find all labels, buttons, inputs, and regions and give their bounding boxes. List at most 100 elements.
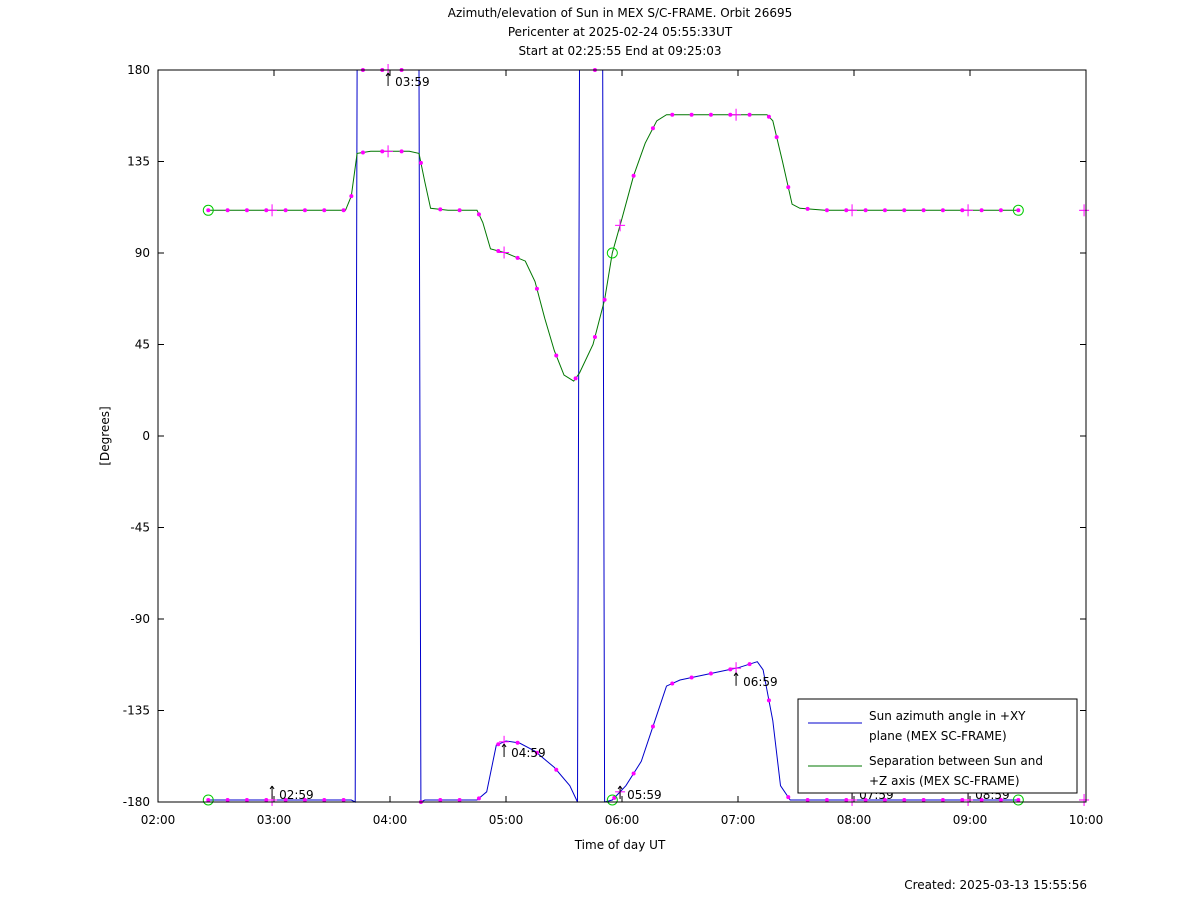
data-point-marker: [998, 797, 1003, 802]
plot-frame: [157, 69, 1087, 803]
data-point-marker: [979, 797, 984, 802]
annotation-label: 06:59: [743, 675, 778, 689]
data-point-marker: [670, 681, 675, 686]
data-point-marker: [998, 208, 1003, 213]
data-point-marker: [476, 212, 481, 217]
data-point-marker: [380, 149, 385, 154]
data-point-marker: [863, 208, 868, 213]
data-point-marker: [650, 126, 655, 131]
annotation-pointer-head: [735, 672, 739, 677]
x-tick-label: 09:00: [953, 813, 988, 827]
annotation-pointer-head: [619, 785, 623, 790]
data-point-marker: [438, 207, 443, 212]
data-point-marker: [341, 208, 346, 213]
annotation-pointer-head: [503, 743, 507, 748]
data-point-marker: [457, 797, 462, 802]
data-point-marker: [573, 376, 578, 381]
event-circle: [606, 247, 618, 259]
x-tick-label: 08:00: [837, 813, 872, 827]
data-point-marker: [786, 185, 791, 190]
annotation-label: 02:59: [279, 788, 314, 802]
x-tick-label: 06:00: [605, 813, 640, 827]
data-point-marker: [264, 797, 269, 802]
data-point-marker: [670, 112, 675, 117]
data-point-marker: [882, 797, 887, 802]
data-point-marker: [264, 208, 269, 213]
data-point-marker: [960, 208, 965, 213]
data-point-marker: [283, 797, 288, 802]
marker-layer: [202, 64, 1090, 806]
legend-box: [797, 698, 1078, 794]
y-tick-label: 0: [142, 429, 150, 443]
x-tick-label: 04:00: [373, 813, 408, 827]
legend-label-azimuth-line-1: Sun azimuth angle in +XY: [869, 709, 1026, 723]
data-point-marker: [766, 114, 771, 119]
x-tick-label: 03:00: [257, 813, 292, 827]
y-tick-label: 45: [135, 338, 150, 352]
y-tick-label: 90: [135, 246, 150, 260]
data-point-marker: [940, 208, 945, 213]
data-point-marker: [322, 797, 327, 802]
data-point-marker: [283, 208, 288, 213]
data-point-marker: [457, 208, 462, 213]
x-tick-label: 07:00: [721, 813, 756, 827]
data-point-marker: [206, 797, 211, 802]
y-tick-label: 135: [127, 155, 150, 169]
data-point-marker: [225, 797, 230, 802]
x-tick-label: 02:00: [141, 813, 176, 827]
data-point-marker: [747, 662, 752, 667]
annotation-pointer-head: [387, 72, 391, 77]
annotation-label: 05:59: [627, 788, 662, 802]
event-circle: [1012, 204, 1024, 216]
data-point-marker: [612, 795, 617, 800]
data-point-marker: [863, 797, 868, 802]
data-point-marker: [774, 135, 779, 140]
data-point-marker: [341, 797, 346, 802]
event-circle: [1012, 794, 1024, 806]
y-tick-label: 180: [127, 63, 150, 77]
data-point-marker: [940, 797, 945, 802]
x-tick-label: 10:00: [1069, 813, 1104, 827]
data-point-marker: [728, 112, 733, 117]
y-tick-label: -180: [123, 795, 150, 809]
data-point-marker: [206, 208, 211, 213]
chart-title-line-2: Pericenter at 2025-02-24 05:55:33UT: [508, 25, 733, 39]
data-point-marker: [786, 795, 791, 800]
data-point-marker: [921, 208, 926, 213]
data-point-marker: [902, 797, 907, 802]
y-tick-label: -135: [123, 704, 150, 718]
data-point-marker: [631, 173, 636, 178]
data-point-marker: [1016, 208, 1021, 213]
data-point-marker: [515, 255, 520, 260]
data-point-marker: [515, 740, 520, 745]
data-point-marker: [689, 112, 694, 117]
data-point-marker: [1016, 797, 1021, 802]
axes-ticks: 02:00 03:00 04:00 05:00 06:00 07:00 08:00 09:00…: [123, 63, 1104, 827]
data-point-marker: [438, 797, 443, 802]
data-point-marker: [805, 206, 810, 211]
data-point-marker: [902, 208, 907, 213]
created-timestamp: Created: 2025-03-13 15:55:56: [904, 878, 1087, 892]
data-point-marker: [322, 208, 327, 213]
data-point-marker: [302, 797, 307, 802]
legend-label-separation-line-1: Separation between Sun and: [869, 754, 1043, 768]
data-point-marker: [302, 208, 307, 213]
y-tick-label: -45: [130, 521, 150, 535]
data-point-marker: [631, 771, 636, 776]
data-point-marker: [747, 112, 752, 117]
chart-title-line-3: Start at 02:25:55 End at 09:25:03: [518, 44, 721, 58]
data-point-marker: [399, 149, 404, 154]
annotation-pointer-head: [385, 72, 389, 77]
data-point-marker: [496, 742, 501, 747]
legend: Sun azimuth angle in +XY plane (MEX SC-F…: [797, 698, 1078, 794]
annotation-pointer-head: [733, 672, 737, 677]
x-axis-label: Time of day UT: [574, 838, 666, 852]
data-point-marker: [496, 248, 501, 253]
series-layer: [208, 69, 1019, 803]
annotation-pointer-head: [271, 785, 275, 790]
chart-title-line-1: Azimuth/elevation of Sun in MEX S/C-FRAM…: [448, 6, 793, 20]
data-point-marker: [534, 286, 539, 291]
y-tick-label: -90: [130, 612, 150, 626]
data-point-marker: [824, 797, 829, 802]
